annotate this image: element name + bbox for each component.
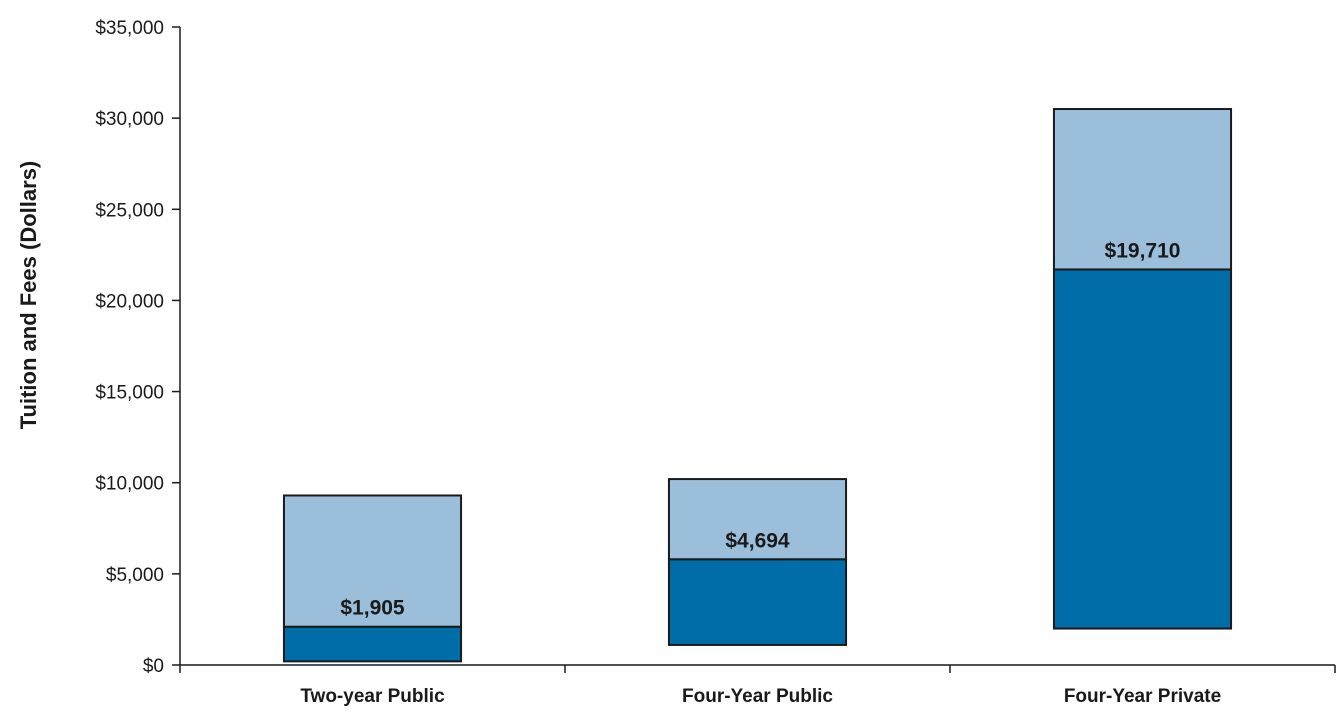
y-axis: $0 $5,000 $10,000 $15,000 $20,000 $25,000 $30,… [95,18,181,677]
x-category-label: Four-Year Public [682,686,833,707]
x-category-label: Four-Year Private [1064,686,1221,707]
y-tick-label: $10,000 [95,474,164,495]
y-axis-title: Tuition and Fees (Dollars) [16,161,41,430]
y-tick-label: $25,000 [95,200,164,221]
data-label: $1,905 [340,597,405,620]
bar-segment-upper [282,494,463,628]
bars [282,108,1233,663]
x-category-label: Two-year Public [300,686,445,707]
data-label: $4,694 [725,529,790,552]
y-tick-label: $20,000 [95,291,164,312]
y-tick-label: $0 [143,656,164,677]
y-tick-label: $5,000 [106,565,164,586]
bar-segment-lower [1052,268,1233,630]
bar-segment-lower [667,558,848,646]
y-tick-label: $30,000 [95,109,164,130]
bar-segment-upper [1052,108,1233,271]
y-tick-label: $15,000 [95,383,164,404]
data-labels: $1,905 $4,694 $19,710 [340,239,1180,619]
data-label: $19,710 [1105,239,1181,262]
y-tick-label: $35,000 [95,18,164,39]
bar-segment-lower [282,625,463,663]
x-axis: Two-year Public Four-Year Public Four-Year… [179,664,1336,707]
bar-segment-upper [667,478,848,561]
